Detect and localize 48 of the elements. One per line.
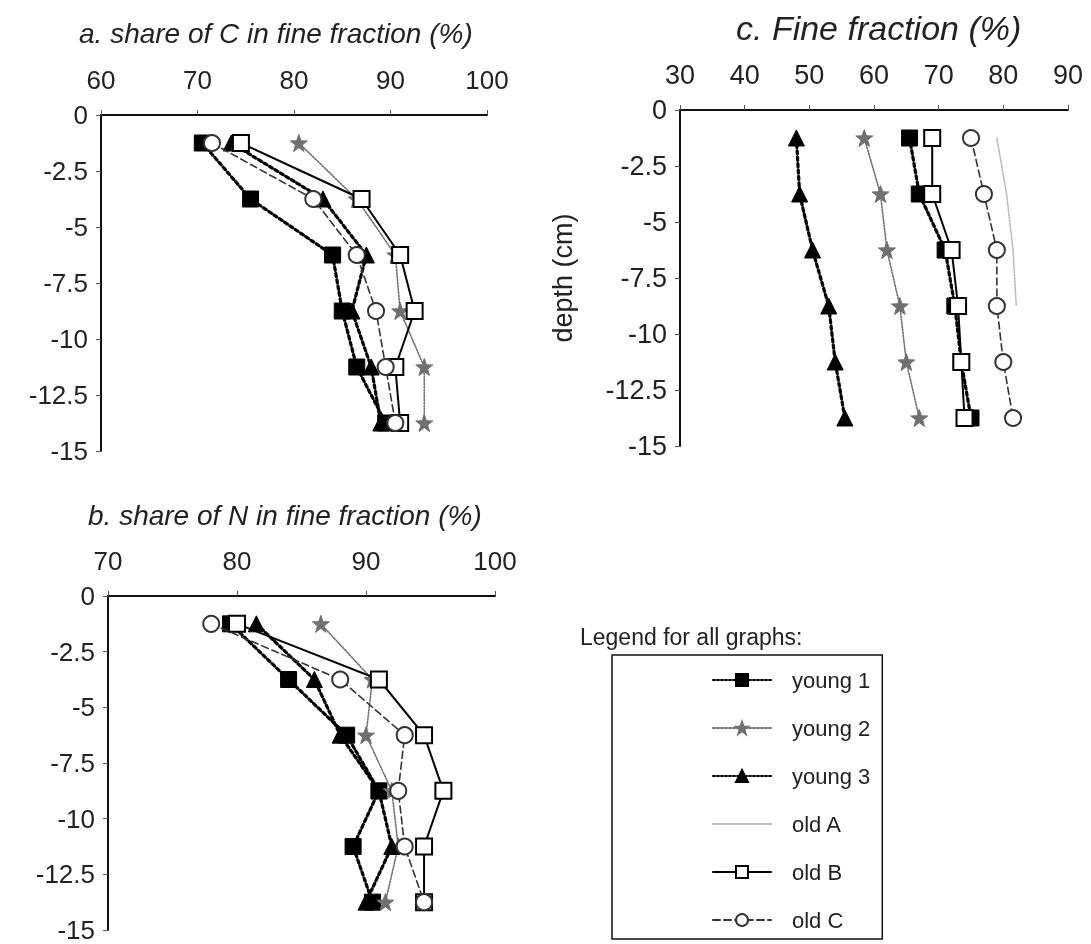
y-tick-label: -2.5: [50, 636, 95, 667]
y-tick-label: -7.5: [43, 268, 88, 298]
x-tick-label: 100: [473, 546, 517, 576]
x-tick-label: 80: [222, 546, 252, 576]
chart-title: c. Fine fraction (%): [736, 9, 1022, 47]
x-tick-label: 100: [465, 65, 509, 95]
y-tick-label: -2.5: [620, 151, 667, 181]
y-tick-label: -10: [57, 803, 95, 834]
y-tick-label: -15: [57, 915, 95, 944]
y-tick-label: -15: [50, 436, 88, 466]
y-tick-label: -12.5: [35, 859, 95, 890]
y-tick-label: -7.5: [50, 748, 95, 778]
x-tick-label: 90: [376, 65, 405, 95]
x-tick-label: 70: [93, 546, 123, 576]
x-tick-label: 90: [1052, 59, 1084, 90]
x-tick-label: 70: [923, 59, 954, 90]
x-tick-label: 40: [729, 59, 760, 90]
legend-label: old B: [792, 859, 843, 885]
legend-label: young 1: [792, 667, 871, 693]
x-tick-label: 80: [988, 59, 1019, 90]
x-tick-label: 90: [351, 546, 381, 576]
y-tick-label: 0: [80, 581, 95, 611]
y-tick-label: -12.5: [28, 380, 88, 410]
x-tick-label: 30: [664, 59, 696, 90]
x-tick-label: 50: [794, 59, 825, 90]
x-tick-label: 60: [858, 59, 890, 90]
x-tick-label: 60: [86, 65, 116, 95]
y-tick-label: -5: [64, 212, 88, 242]
x-tick-label: 80: [279, 65, 309, 95]
y-tick-label: -12.5: [605, 375, 667, 405]
legend-label: old C: [792, 907, 844, 933]
x-tick-label: 70: [183, 65, 212, 95]
legend-label: young 2: [792, 715, 871, 741]
legend-label: old A: [792, 811, 842, 837]
chart-title: b. share of N in fine fraction (%): [88, 499, 482, 531]
y-tick-label: -2.5: [43, 156, 88, 186]
legend-label: young 3: [792, 763, 871, 789]
y-tick-label: -10: [50, 324, 88, 354]
y-tick-label: -15: [627, 431, 667, 461]
chart-title: a. share of C in fine fraction (%): [79, 17, 473, 49]
y-tick-label: 0: [73, 100, 88, 130]
y-tick-label: -7.5: [620, 263, 667, 293]
y-tick-label: 0: [651, 95, 667, 125]
y-tick-label: -5: [71, 692, 95, 723]
y-axis-title: depth (cm): [547, 213, 578, 343]
legend-title: Legend for all graphs:: [580, 623, 803, 650]
y-tick-label: -5: [642, 207, 667, 237]
y-tick-label: -10: [627, 319, 667, 349]
